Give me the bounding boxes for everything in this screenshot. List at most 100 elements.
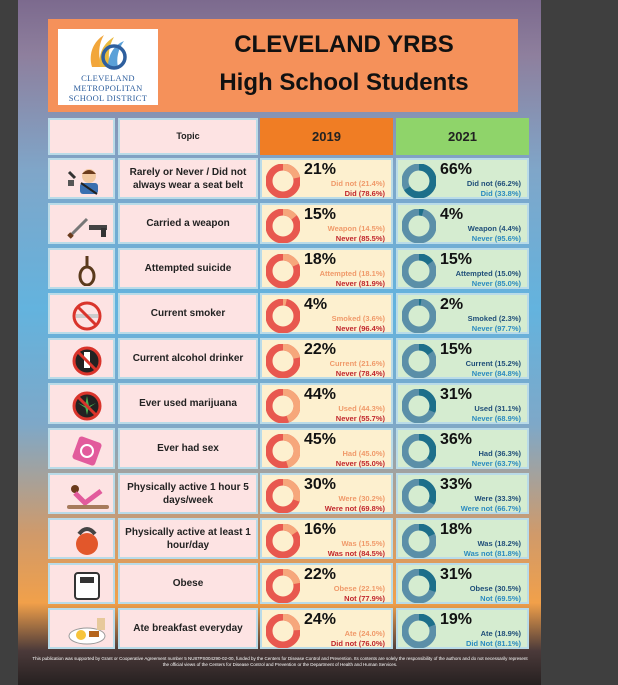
donut-minority-segment [266, 389, 300, 423]
percent-2019: 44% [304, 386, 337, 403]
donut-chart [266, 209, 300, 243]
donut-chart [266, 434, 300, 468]
donut-majority-segment [402, 299, 436, 333]
label-2021-primary: Ate (18.9%) [480, 629, 521, 638]
donut-chart [266, 479, 300, 513]
row-topic: Ever used marijuana [118, 383, 258, 424]
donut-chart [402, 614, 436, 648]
donut-minority-segment [402, 299, 436, 333]
percent-2021: 36% [440, 431, 473, 448]
page-title: CLEVELAND YRBS [234, 31, 454, 58]
cell-2021: 33% Were (33.3%) Were not (66.7%) [396, 473, 529, 514]
donut-chart [402, 299, 436, 333]
label-2019-primary: Was (15.5%) [341, 539, 386, 548]
table-row: Rarely or Never / Did not always wear a … [48, 158, 538, 199]
donut-chart [266, 524, 300, 558]
label-2021-secondary: Were not (66.7%) [460, 504, 521, 513]
donut-minority-segment [266, 164, 300, 198]
donut-chart [402, 524, 436, 558]
donut-majority-segment [266, 299, 300, 333]
table-row: Ever had sex 45% Had (45.0%) Never (55.0%) 3… [48, 428, 538, 469]
percent-2019: 18% [304, 251, 337, 268]
label-2021-primary: Did not (66.2%) [466, 179, 521, 188]
donut-minority-segment [266, 299, 300, 333]
row-icon-cell [48, 428, 115, 469]
donut-chart [266, 569, 300, 603]
cell-2021: 15% Current (15.2%) Never (84.8%) [396, 338, 529, 379]
label-2019-secondary: Never (81.9%) [335, 279, 385, 288]
donut-chart [402, 164, 436, 198]
cell-2021: 31% Obese (30.5%) Not (69.5%) [396, 563, 529, 604]
label-2019-secondary: Was not (84.5%) [327, 549, 385, 558]
seatbelt-driver-icon [67, 169, 98, 195]
donut-chart [402, 434, 436, 468]
percent-2021: 15% [440, 251, 473, 268]
logo-line-2: METROPOLITAN [73, 83, 143, 93]
label-2019-primary: Were (30.2%) [338, 494, 385, 503]
cell-2021: 66% Did not (66.2%) Did (33.8%) [396, 158, 529, 199]
donut-minority-segment [402, 209, 436, 243]
weapon-icon [67, 217, 107, 239]
cell-2019: 24% Ate (24.0%) Did not (76.0%) [260, 608, 393, 649]
donut-chart [266, 164, 300, 198]
cell-2019: 15% Weapon (14.5%) Never (85.5%) [260, 203, 393, 244]
label-2021-primary: Smoked (2.3%) [467, 314, 521, 323]
percent-2019: 21% [304, 161, 337, 178]
label-2019-secondary: Never (55.7%) [335, 414, 385, 423]
row-icon-cell [48, 338, 115, 379]
donut-chart [402, 479, 436, 513]
label-2021-secondary: Not (69.5%) [480, 594, 521, 603]
donut-chart [266, 299, 300, 333]
donut-minority-segment [402, 614, 436, 648]
row-icon-cell [48, 203, 115, 244]
label-2019-secondary: Never (55.0%) [335, 459, 385, 468]
label-2019-primary: Smoked (3.6%) [331, 314, 385, 323]
cell-2019: 45% Had (45.0%) Never (55.0%) [260, 428, 393, 469]
donut-minority-segment [266, 254, 300, 288]
label-2019-secondary: Did (78.6%) [344, 189, 385, 198]
donut-minority-segment [266, 524, 300, 558]
kettlebell-icon [76, 527, 98, 555]
cell-2019: 4% Smoked (3.6%) Never (96.4%) [260, 293, 393, 334]
label-2021-primary: Was (18.2%) [477, 539, 522, 548]
row-icon-cell [48, 383, 115, 424]
row-icon-cell [48, 473, 115, 514]
donut-chart [266, 254, 300, 288]
donut-chart [402, 389, 436, 423]
percent-2019: 45% [304, 431, 337, 448]
percent-2019: 30% [304, 476, 337, 493]
breakfast-icon [68, 618, 106, 645]
label-2019-primary: Did not (21.4%) [330, 179, 385, 188]
row-topic: Physically active at least 1 hour/day [118, 518, 258, 559]
row-topic: Ever had sex [118, 428, 258, 469]
label-2021-primary: Had (36.3%) [478, 449, 521, 458]
donut-chart [402, 344, 436, 378]
donut-minority-segment [402, 569, 436, 603]
percent-2019: 22% [304, 566, 337, 583]
donut-minority-segment [402, 254, 436, 288]
table-row: Physically active at least 1 hour/day 16%… [48, 518, 538, 559]
cell-2019: 44% Used (44.3%) Never (55.7%) [260, 383, 393, 424]
percent-2019: 15% [304, 206, 337, 223]
percent-2021: 15% [440, 341, 473, 358]
no-marijuana-icon [72, 391, 102, 421]
header-banner: CLEVELAND METROPOLITAN SCHOOL DISTRICT C… [48, 19, 518, 112]
row-icon-cell [48, 518, 115, 559]
donut-chart [402, 209, 436, 243]
donut-minority-segment [402, 344, 436, 378]
percent-2021: 31% [440, 566, 473, 583]
row-icon-cell [48, 608, 115, 649]
table-row: Ate breakfast everyday 24% Ate (24.0%) Did … [48, 608, 538, 649]
donut-minority-segment [266, 479, 300, 513]
yoga-icon [67, 485, 109, 509]
noose-icon [78, 256, 96, 286]
row-topic: Attempted suicide [118, 248, 258, 289]
header-2021: 2021 [396, 118, 529, 155]
label-2021-secondary: Never (85.0%) [471, 279, 521, 288]
donut-chart [402, 254, 436, 288]
label-2021-secondary: Did (33.8%) [480, 189, 521, 198]
label-2019-primary: Obese (22.1%) [333, 584, 385, 593]
cell-2021: 36% Had (36.3%) Never (63.7%) [396, 428, 529, 469]
label-2021-secondary: Never (63.7%) [471, 459, 521, 468]
label-2019-secondary: Not (77.9%) [344, 594, 385, 603]
